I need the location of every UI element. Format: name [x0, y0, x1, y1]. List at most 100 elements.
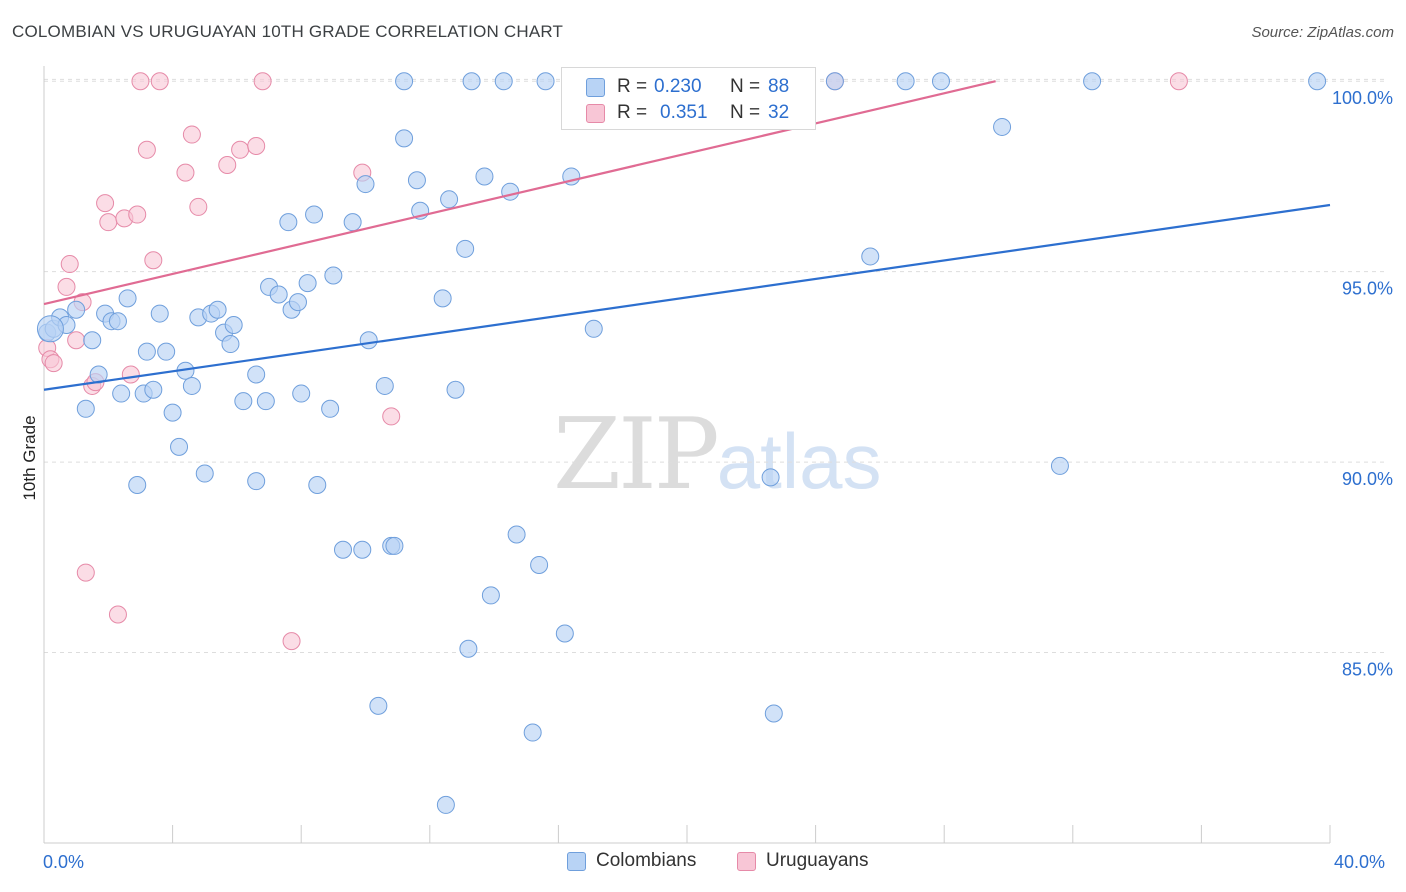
uruguayan-point [96, 194, 115, 213]
series-legend: Colombians Uruguayans [0, 850, 1406, 878]
uruguayan-point [176, 163, 195, 182]
colombian-point [475, 167, 494, 186]
legend-swatch-pink [586, 103, 605, 123]
colombian-point [395, 129, 414, 148]
trend-lines [43, 80, 1331, 391]
colombian-point [536, 72, 555, 91]
colombian-point [825, 72, 844, 91]
uruguayan-point [99, 213, 118, 232]
colombian-point [446, 380, 465, 399]
uruguayan-point [218, 156, 237, 175]
x-max-label: 40.0% [1334, 852, 1386, 872]
colombian-point [36, 315, 64, 343]
uruguayan-point [67, 331, 86, 350]
n-label: N = [730, 102, 761, 123]
colombian-point [234, 392, 253, 411]
uruguayans-trend-line [43, 80, 996, 306]
colombian-point [343, 213, 362, 232]
colombian-point [407, 171, 426, 190]
y-tick-label: 90.0% [1342, 469, 1393, 489]
legend-label-colombians: Colombians [596, 850, 697, 871]
n-value: 32 [768, 102, 790, 123]
colombian-point [555, 624, 574, 643]
colombian-point [195, 464, 214, 483]
legend-item-colombians[interactable]: Colombians [567, 850, 696, 872]
colombian-point [494, 72, 513, 91]
n-label: N = [730, 76, 761, 97]
colombian-point [353, 540, 372, 559]
colombian-point [128, 475, 147, 494]
colombian-point [247, 365, 266, 384]
colombian-point [321, 399, 340, 418]
uruguayan-point [44, 354, 63, 373]
colombian-point [356, 175, 375, 194]
colombian-point [456, 239, 475, 258]
colombian-point [1050, 456, 1069, 475]
colombian-point [170, 437, 189, 456]
colombian-point [182, 376, 201, 395]
colombian-point [385, 536, 404, 555]
colombian-point [298, 274, 317, 293]
colombian-point [1083, 72, 1102, 91]
colombian-point [118, 289, 137, 308]
colombians-points [36, 72, 1327, 814]
colombian-point [761, 468, 780, 487]
colombian-point [108, 312, 127, 331]
colombian-point [308, 475, 327, 494]
n-value: 88 [768, 76, 790, 97]
legend-swatch-blue [586, 77, 605, 97]
grid-layer [44, 78, 1385, 654]
colombian-point [523, 723, 542, 742]
colombian-point [436, 795, 455, 814]
uruguayan-point [57, 277, 76, 296]
colombian-point [305, 205, 324, 224]
uruguayan-point [282, 632, 301, 651]
uruguayan-point [76, 563, 95, 582]
uruguayan-point [382, 407, 401, 426]
colombian-point [395, 72, 414, 91]
legend-swatch-blue [567, 851, 586, 871]
colombian-point [324, 266, 343, 285]
colombian-point [150, 304, 169, 323]
colombian-point [221, 335, 240, 354]
watermark: ZIPatlas [553, 398, 882, 512]
uruguayan-point [189, 197, 208, 216]
y-tick-label: 85.0% [1342, 660, 1393, 680]
colombian-point [459, 639, 478, 658]
uruguayan-point [131, 72, 150, 91]
uruguayan-point [253, 72, 272, 91]
colombian-point [993, 117, 1012, 136]
colombian-point [896, 72, 915, 91]
y-tick-labels: 100.0% 95.0% 90.0% 85.0% [1332, 88, 1393, 679]
chart-title: COLOMBIAN VS URUGUAYAN 10TH GRADE CORREL… [12, 22, 564, 41]
colombians-trend-line [43, 203, 1331, 391]
uruguayans-points [38, 72, 1188, 651]
colombian-point [440, 190, 459, 209]
r-label: R = [617, 76, 648, 97]
colombian-point [1308, 72, 1327, 91]
colombian-point [584, 319, 603, 338]
colombian-point [76, 399, 95, 418]
colombian-point [292, 384, 311, 403]
colombian-point [279, 213, 298, 232]
colombian-point [83, 331, 102, 350]
colombian-point [163, 403, 182, 422]
r-value: 0.351 [660, 102, 708, 123]
colombian-point [333, 540, 352, 559]
uruguayan-point [1169, 72, 1188, 91]
legend-swatch-pink [737, 851, 756, 871]
r-label: R = [617, 102, 648, 123]
colombian-point [462, 72, 481, 91]
colombian-point [112, 384, 131, 403]
source-label: Source: ZipAtlas.com [1251, 24, 1394, 41]
legend-item-uruguayans[interactable]: Uruguayans [737, 850, 868, 872]
legend-label-uruguayans: Uruguayans [766, 850, 869, 871]
watermark-atlas: atlas [716, 417, 882, 505]
colombian-point [288, 293, 307, 312]
colombian-point [507, 525, 526, 544]
colombian-point [931, 72, 950, 91]
colombian-point [256, 392, 275, 411]
r-value: 0.230 [654, 76, 702, 97]
colombian-point [67, 300, 86, 319]
uruguayan-point [60, 255, 79, 274]
